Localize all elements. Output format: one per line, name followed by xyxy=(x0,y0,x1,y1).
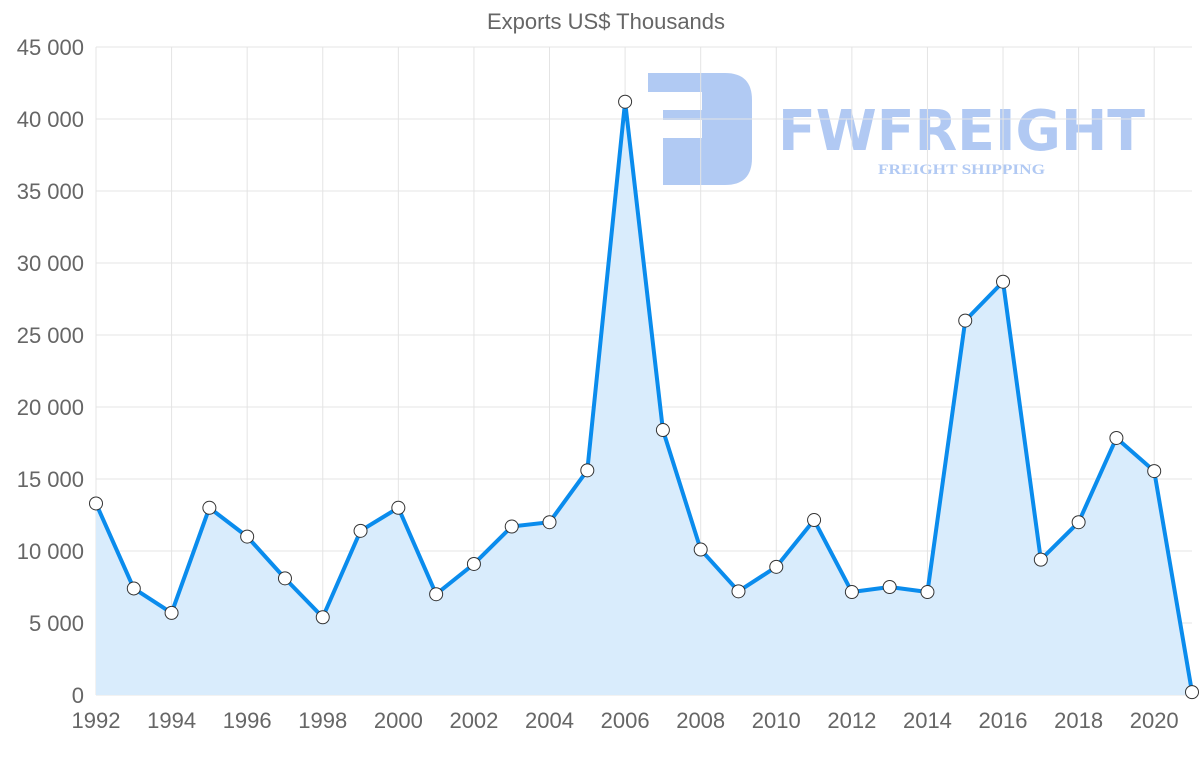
watermark-brand: FWFREIGHT xyxy=(778,99,1145,164)
y-tick-label: 0 xyxy=(72,683,84,708)
data-point-2018[interactable] xyxy=(1071,515,1086,530)
y-tick-label: 35 000 xyxy=(17,179,84,204)
data-point-2001[interactable] xyxy=(429,587,444,602)
data-point-2004[interactable] xyxy=(542,515,557,530)
y-tick-label: 5 000 xyxy=(29,611,84,636)
data-point-1993[interactable] xyxy=(126,581,141,596)
y-tick-label: 15 000 xyxy=(17,467,84,492)
y-tick-label: 10 000 xyxy=(17,539,84,564)
x-tick-label: 2000 xyxy=(374,708,423,733)
x-tick-label: 2002 xyxy=(449,708,498,733)
x-tick-label: 2020 xyxy=(1130,708,1179,733)
x-tick-label: 1998 xyxy=(298,708,347,733)
fwfreight-logo-icon xyxy=(648,73,752,185)
x-tick-label: 1992 xyxy=(72,708,121,733)
watermark-tagline: FREIGHT SHIPPING xyxy=(878,162,1045,178)
chart-title: Exports US$ Thousands xyxy=(487,9,725,34)
fwfreight-watermark: FWFREIGHT FREIGHT SHIPPING xyxy=(648,73,1145,185)
data-point-2017[interactable] xyxy=(1033,552,1048,567)
data-point-2000[interactable] xyxy=(391,500,406,515)
data-point-2009[interactable] xyxy=(731,584,746,599)
x-tick-label: 2012 xyxy=(827,708,876,733)
y-tick-label: 45 000 xyxy=(17,35,84,60)
area-fill xyxy=(96,101,1192,696)
data-point-1998[interactable] xyxy=(315,610,330,625)
data-point-1994[interactable] xyxy=(164,605,179,620)
y-tick-label: 20 000 xyxy=(17,395,84,420)
data-point-1999[interactable] xyxy=(353,523,368,538)
data-point-2011[interactable] xyxy=(807,513,822,528)
data-point-2008[interactable] xyxy=(693,542,708,557)
x-tick-label: 1994 xyxy=(147,708,196,733)
x-tick-label: 2018 xyxy=(1054,708,1103,733)
series-line xyxy=(94,99,1194,693)
x-tick-label: 2010 xyxy=(752,708,801,733)
data-point-1995[interactable] xyxy=(202,500,217,515)
x-tick-label: 2004 xyxy=(525,708,574,733)
x-tick-label: 2014 xyxy=(903,708,952,733)
data-point-2002[interactable] xyxy=(466,556,481,571)
y-tick-label: 30 000 xyxy=(17,251,84,276)
data-point-1992[interactable] xyxy=(89,496,103,511)
x-tick-label: 1996 xyxy=(223,708,272,733)
data-point-2003[interactable] xyxy=(504,519,519,534)
x-tick-label: 2016 xyxy=(979,708,1028,733)
data-point-2016[interactable] xyxy=(996,274,1011,289)
x-tick-label: 2008 xyxy=(676,708,725,733)
data-point-1997[interactable] xyxy=(277,571,292,586)
data-point-2020[interactable] xyxy=(1147,464,1162,479)
data-point-2006[interactable] xyxy=(618,94,633,109)
data-point-1996[interactable] xyxy=(240,529,255,544)
data-point-2015[interactable] xyxy=(958,313,973,328)
data-point-2021[interactable] xyxy=(1185,685,1199,700)
data-point-2005[interactable] xyxy=(580,463,595,478)
data-point-2012[interactable] xyxy=(844,585,859,600)
y-tick-label: 40 000 xyxy=(17,107,84,132)
data-point-2014[interactable] xyxy=(920,585,935,600)
data-point-2007[interactable] xyxy=(655,423,670,438)
data-point-2013[interactable] xyxy=(882,580,897,594)
data-point-2019[interactable] xyxy=(1109,430,1124,445)
data-point-2010[interactable] xyxy=(769,559,784,574)
y-tick-label: 25 000 xyxy=(17,323,84,348)
x-tick-label: 2006 xyxy=(601,708,650,733)
